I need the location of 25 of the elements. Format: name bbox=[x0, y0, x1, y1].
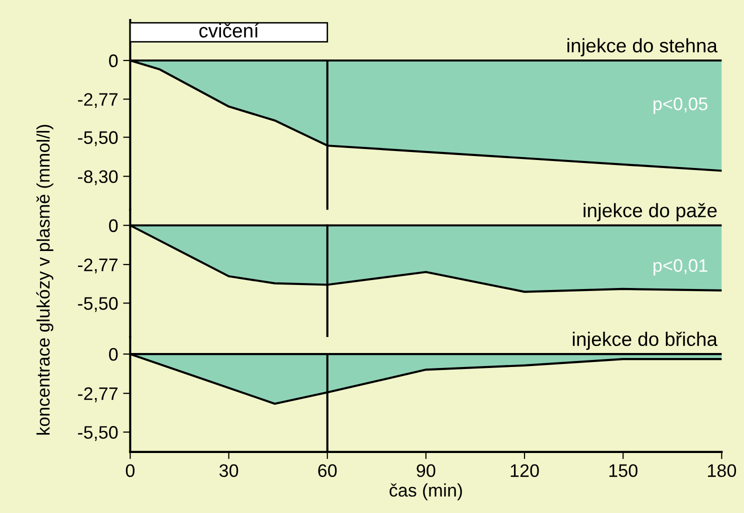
x-tick-label: 120 bbox=[510, 464, 539, 478]
chart-title: injekce do paže bbox=[584, 203, 717, 222]
y-tick-label: -5,50 bbox=[78, 426, 118, 441]
annotation: p<0,05 bbox=[654, 97, 708, 114]
chart-title: injekce do břicha bbox=[572, 332, 718, 350]
y-axis-title: koncentrace glukózy v plasmě (mmol/l) bbox=[36, 124, 54, 435]
y-tick-label: -8,30 bbox=[78, 170, 118, 186]
x-tick-label: 150 bbox=[609, 464, 638, 478]
y-tick-label: 0 bbox=[109, 348, 118, 361]
x-tick-label: 60 bbox=[318, 464, 337, 478]
y-tick-label: -2,77 bbox=[78, 258, 118, 274]
y-tick-label: -5,50 bbox=[78, 297, 118, 312]
annotation: p<0,01 bbox=[654, 259, 708, 276]
text: injekce do stehna bbox=[567, 38, 718, 56]
x-tick-label: 90 bbox=[416, 464, 436, 478]
y-tick-label: -2,77 bbox=[78, 93, 118, 108]
y-tick-label: 0 bbox=[109, 219, 118, 232]
y-tick-label: -2,77 bbox=[78, 387, 118, 402]
x-tick-label: 180 bbox=[708, 464, 736, 478]
x-axis-title: čas (min) bbox=[390, 483, 462, 500]
band-label: cvičení bbox=[199, 23, 259, 38]
y-tick-label: 0 bbox=[109, 54, 118, 68]
y-tick-label: -5,50 bbox=[78, 131, 118, 146]
x-tick-label: 30 bbox=[219, 464, 238, 478]
x-tick-label: 0 bbox=[126, 464, 135, 478]
